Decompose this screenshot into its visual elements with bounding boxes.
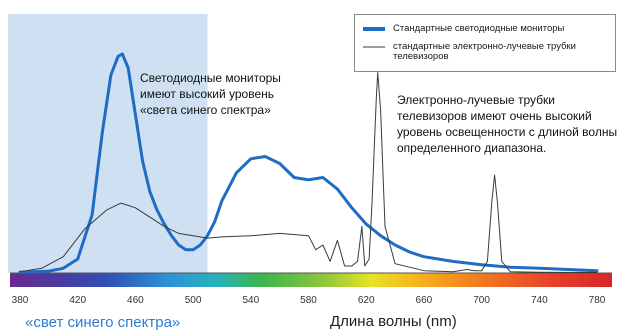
legend-label-crt: стандартные электронно-лучевые трубки те… [393, 41, 576, 62]
x-tick-label: 460 [127, 295, 144, 306]
x-tick-label: 780 [589, 295, 606, 306]
legend-label-led: Стандартные светодиодные мониторы [393, 23, 565, 34]
legend-swatch-led [363, 27, 385, 31]
x-axis-label: Длина волны (nm) [330, 313, 457, 330]
blue-light-band-label: «свет синего спектра» [25, 314, 181, 331]
legend-item-crt: стандартные электронно-лучевые трубки те… [363, 42, 593, 62]
x-tick-label: 740 [531, 295, 548, 306]
series-lines [18, 52, 599, 274]
x-tick-label: 500 [185, 295, 202, 306]
x-tick-label: 380 [12, 295, 29, 306]
x-tick-label: 540 [242, 295, 259, 306]
spectrum-color-bar [10, 273, 612, 287]
legend-item-led: Стандартные светодиодные мониторы [363, 24, 564, 34]
series-line-crt [19, 72, 598, 273]
series-line-led [18, 52, 599, 274]
annotation-crt: Электронно-лучевые трубки телевизоров им… [397, 93, 618, 155]
x-tick-label: 420 [69, 295, 86, 306]
legend-swatch-crt [363, 46, 385, 48]
legend: Стандартные светодиодные мониторы станда… [354, 14, 616, 72]
blue-light-band [8, 14, 208, 273]
x-tick-label: 620 [358, 295, 375, 306]
annotation-led: Светодиодные мониторы имеют высокий уров… [140, 71, 281, 117]
x-tick-label: 580 [300, 295, 317, 306]
x-tick-label: 660 [416, 295, 433, 306]
x-tick-labels: 380 420 460 500 540 580 620 660 700 740 780 [12, 295, 606, 306]
x-tick-label: 700 [473, 295, 490, 306]
